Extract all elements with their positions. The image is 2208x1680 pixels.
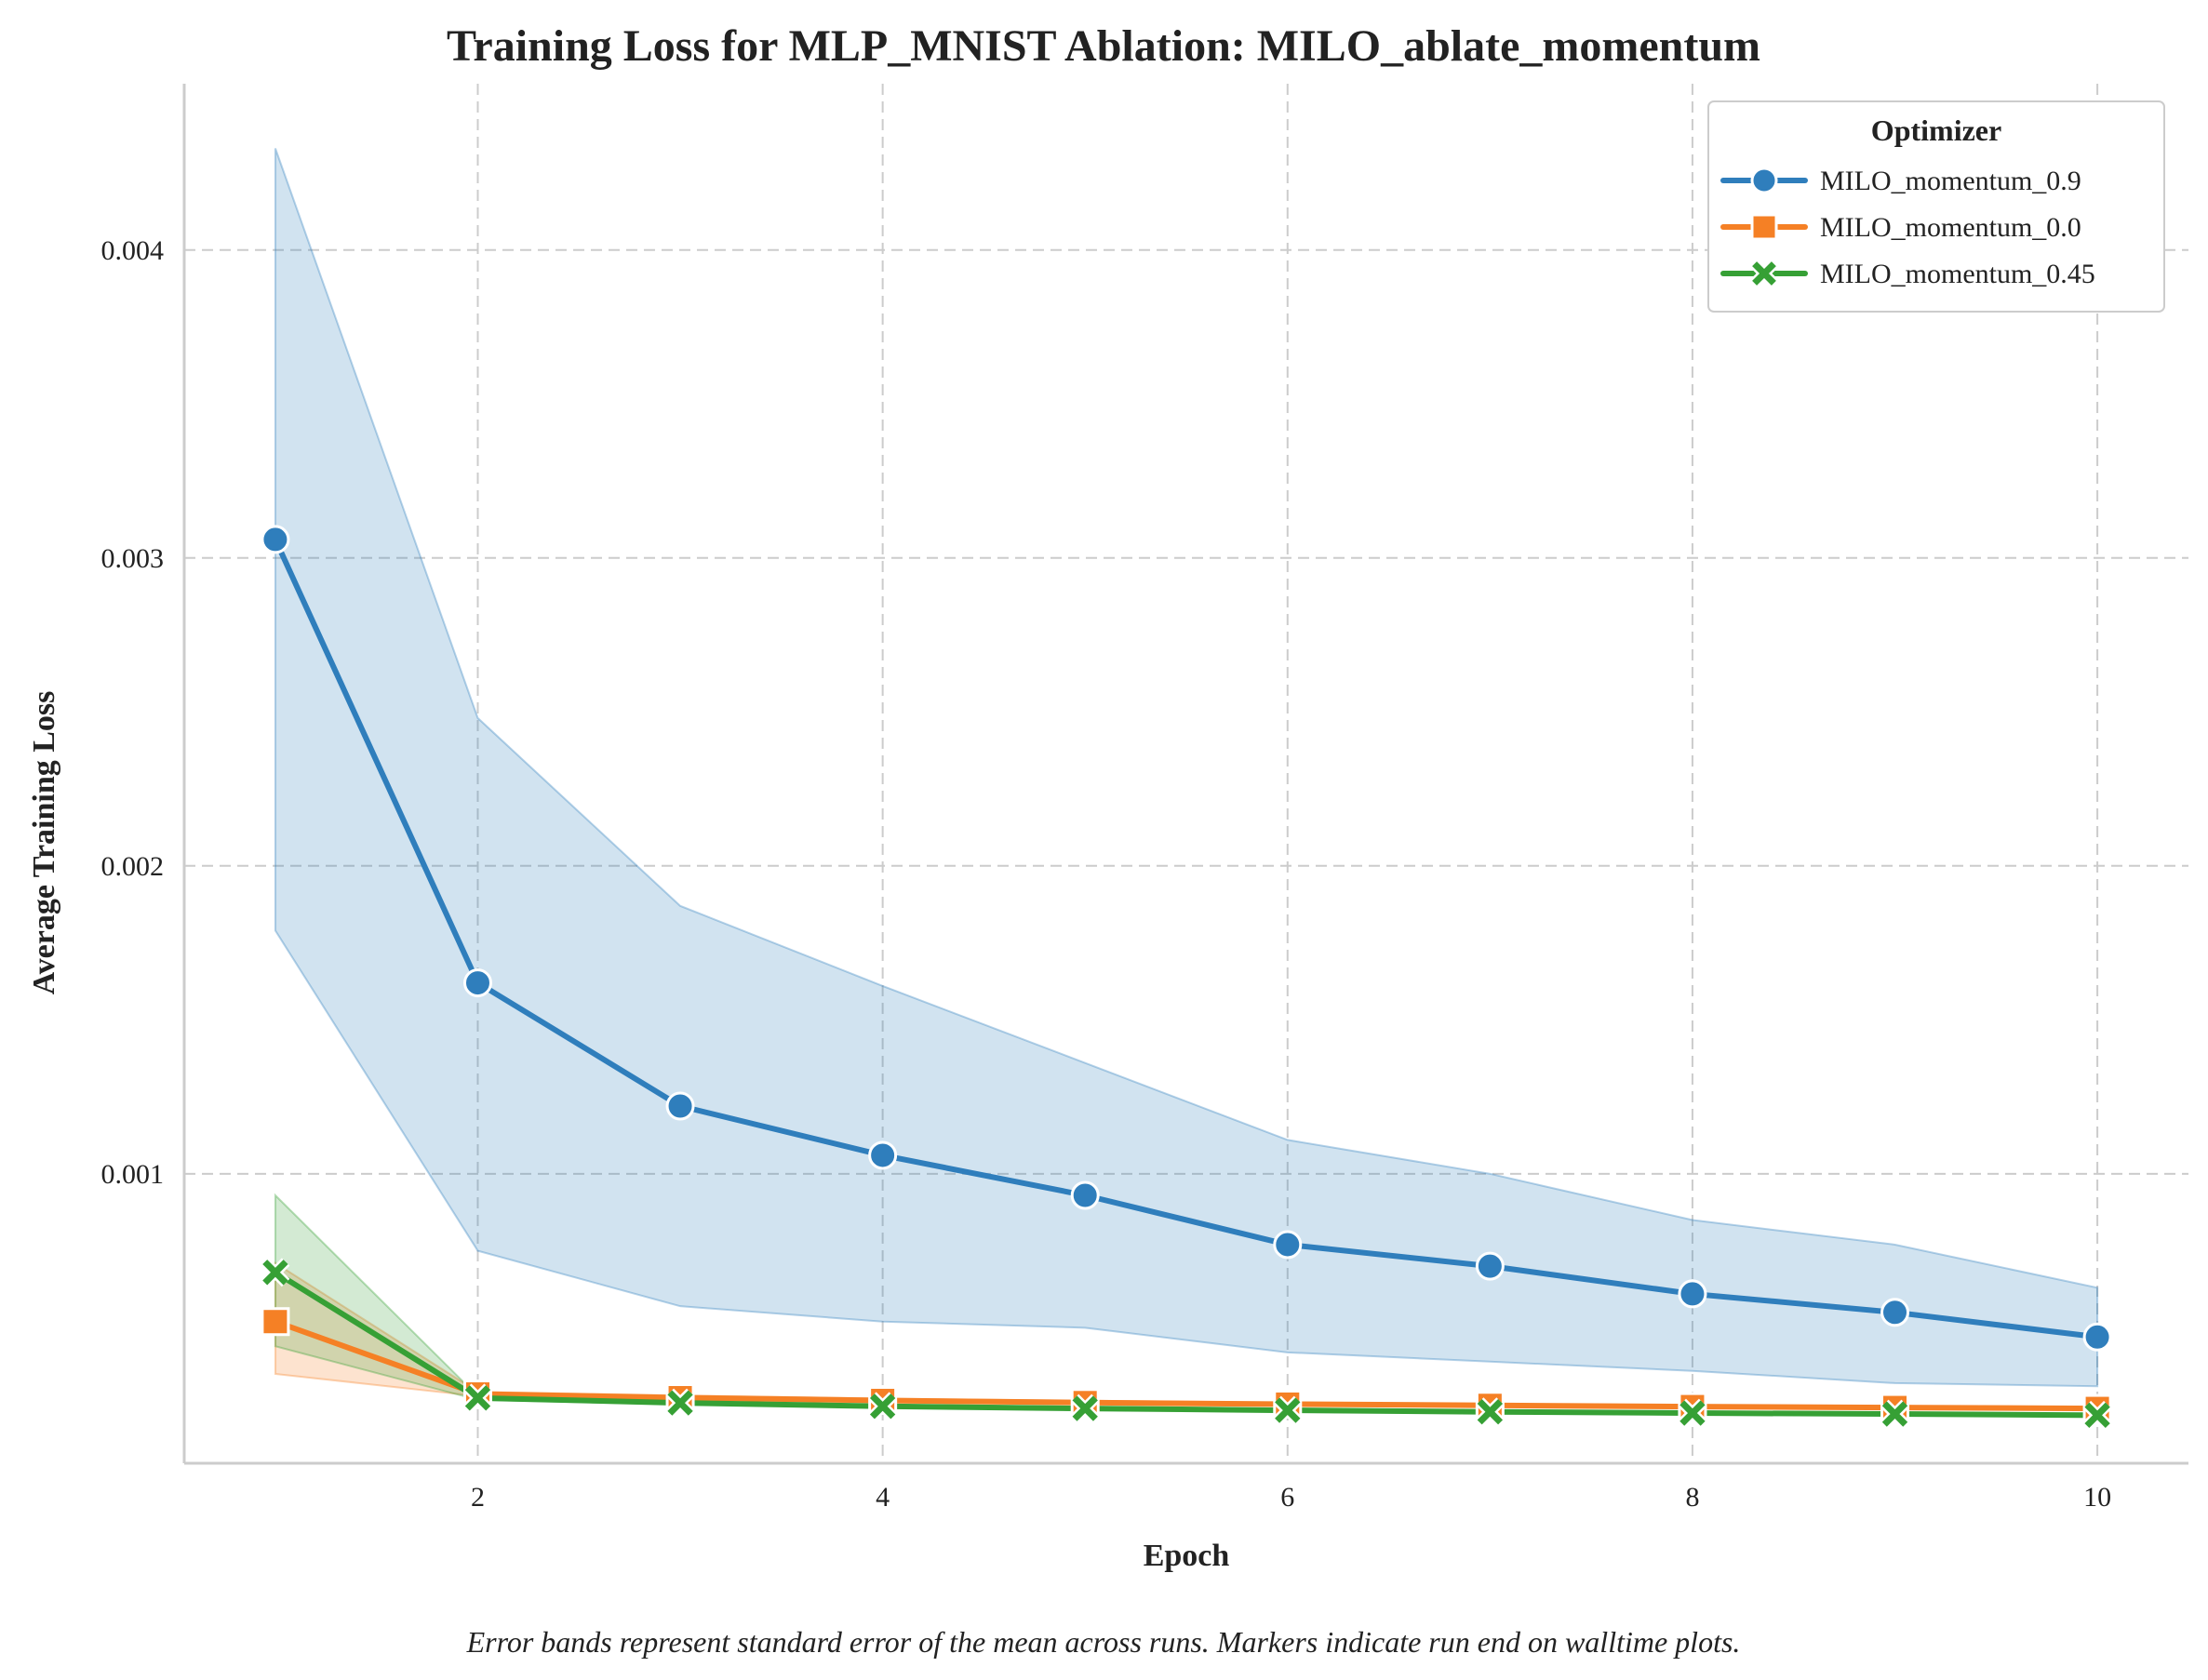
legend-label: MILO_momentum_0.45 (1820, 259, 2095, 289)
data-point-milo-momentum-0-9 (1275, 1232, 1301, 1258)
data-point-milo-momentum-0-9 (262, 527, 288, 553)
data-point-milo-momentum-0-9 (1882, 1300, 1908, 1326)
legend-marker (1755, 264, 1774, 284)
legend-marker (1752, 168, 1776, 193)
data-point-milo-momentum-0-45 (1075, 1398, 1095, 1419)
chart-caption: Error bands represent standard error of … (466, 1625, 1741, 1659)
legend-title: Optimizer (1871, 113, 2001, 147)
data-point-milo-momentum-0-9 (464, 970, 490, 996)
data-point-milo-momentum-0-45 (1884, 1404, 1905, 1424)
legend-label: MILO_momentum_0.9 (1820, 166, 2081, 196)
data-point-milo-momentum-0-45 (872, 1396, 892, 1417)
y-tick-label: 0.001 (101, 1159, 165, 1190)
data-point-milo-momentum-0-45 (670, 1393, 690, 1413)
x-tick-label: 10 (2083, 1482, 2111, 1513)
error-bands (275, 149, 2097, 1417)
data-point-milo-momentum-0-45 (2087, 1405, 2108, 1425)
y-tick-label: 0.003 (101, 543, 165, 574)
data-point-milo-momentum-0-9 (667, 1093, 693, 1119)
x-tick-label: 2 (471, 1482, 485, 1513)
legend: Optimizer MILO_momentum_0.9 MILO_momentum… (1708, 101, 2164, 312)
data-point-milo-momentum-0-9 (1072, 1182, 1098, 1208)
data-point-milo-momentum-0-9 (1679, 1281, 1706, 1307)
data-point-milo-momentum-0-45 (1278, 1400, 1298, 1420)
y-axis-label: Average Training Loss (27, 691, 61, 995)
y-tick-label: 0.004 (101, 235, 165, 266)
data-point-milo-momentum-0-45 (265, 1262, 286, 1283)
data-point-milo-momentum-0-45 (1682, 1403, 1703, 1423)
data-point-milo-momentum-0-9 (870, 1142, 896, 1168)
x-tick-label: 4 (876, 1482, 890, 1513)
x-axis-label: Epoch (1144, 1539, 1230, 1573)
error-band-milo-momentum-0-9 (275, 149, 2097, 1387)
x-tick-label: 6 (1280, 1482, 1294, 1513)
legend-item-milo-momentum-0-0: MILO_momentum_0.0 (1723, 212, 2081, 243)
y-tick-label: 0.002 (101, 851, 165, 882)
legend-label: MILO_momentum_0.0 (1820, 212, 2081, 243)
data-point-milo-momentum-0-9 (1477, 1253, 1503, 1279)
legend-marker (1752, 215, 1776, 239)
data-point-milo-momentum-0-0 (262, 1309, 288, 1335)
x-tick-label: 8 (1685, 1482, 1699, 1513)
data-point-milo-momentum-0-45 (467, 1388, 488, 1408)
data-point-milo-momentum-0-9 (2084, 1324, 2110, 1350)
chart-title: Training Loss for MLP_MNIST Ablation: MI… (447, 21, 1760, 71)
data-point-milo-momentum-0-45 (1479, 1402, 1500, 1422)
